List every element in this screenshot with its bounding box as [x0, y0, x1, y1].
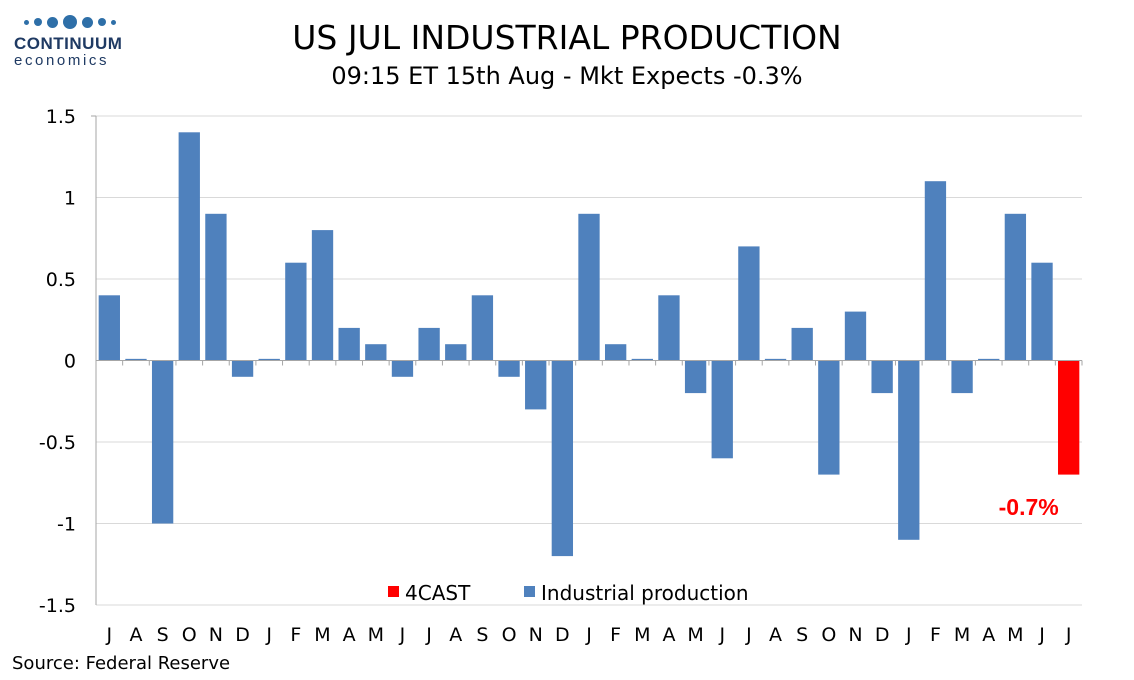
bar-industrial-production [924, 181, 947, 361]
bar-industrial-production [1004, 213, 1027, 361]
x-tick-label: J [1038, 624, 1045, 646]
y-tick-label: -1 [57, 514, 76, 536]
logo-name: CONTINUUM [14, 34, 123, 53]
bar-industrial-production [551, 360, 574, 557]
y-tick-label: -0.5 [39, 432, 76, 454]
x-tick-label: A [982, 624, 995, 646]
bar-industrial-production [285, 262, 307, 361]
bar-industrial-production [604, 344, 627, 361]
bar-industrial-production [844, 311, 867, 361]
bar-industrial-production [418, 327, 440, 361]
legend-swatch-industrial-production [524, 586, 535, 597]
bar-industrial-production [258, 358, 280, 361]
bar-industrial-production [205, 213, 227, 361]
x-tick-label: A [129, 624, 142, 646]
x-tick-label: J [399, 624, 406, 646]
x-tick-label: S [157, 624, 169, 646]
x-tick-label: A [662, 624, 675, 646]
bar-industrial-production [178, 132, 200, 361]
x-tick-label: N [529, 624, 543, 646]
x-tick-label: O [182, 624, 197, 646]
x-tick-label: D [555, 624, 570, 646]
y-tick-label: 1.5 [46, 106, 76, 128]
x-tick-label: M [634, 624, 650, 646]
x-tick-label: F [930, 624, 941, 646]
x-tick-label: J [1065, 624, 1072, 646]
tick-labels: 1.510.50-0.5-1-1.5J A S O N D J F M A M J J A S O N D J F M A… [39, 106, 1072, 646]
y-tick-label: -1.5 [39, 595, 76, 617]
legend-label-4cast: 4CAST [405, 581, 471, 605]
forecast-data-label: -0.7% [999, 494, 1059, 520]
x-tick-label: J [425, 624, 432, 646]
x-tick-label: J [745, 624, 752, 646]
logo-dots-icon [14, 14, 144, 30]
bar-industrial-production [684, 360, 707, 394]
bar-industrial-production [391, 360, 414, 377]
bar-industrial-production [525, 360, 547, 410]
bar-industrial-production [471, 295, 494, 361]
x-tick-label: O [502, 624, 517, 646]
x-tick-label: M [314, 624, 330, 646]
legend-label-industrial-production: Industrial production [541, 581, 749, 605]
x-tick-label: M [1007, 624, 1023, 646]
bar-industrial-production [445, 344, 467, 361]
bar-industrial-production [738, 246, 760, 361]
bar-industrial-production [764, 358, 787, 361]
x-tick-label: O [821, 624, 836, 646]
x-tick-label: F [290, 624, 301, 646]
y-tick-label: 0 [64, 351, 76, 373]
bar-industrial-production [151, 360, 174, 524]
x-tick-label: A [769, 624, 782, 646]
bar-4cast [1058, 360, 1080, 475]
axes [91, 115, 1083, 605]
y-tick-label: 0.5 [46, 269, 76, 291]
x-tick-label: S [476, 624, 488, 646]
bars [98, 132, 1080, 557]
x-tick-label: A [343, 624, 356, 646]
x-tick-label: S [796, 624, 808, 646]
bar-industrial-production [98, 295, 120, 361]
bar-industrial-production [818, 360, 840, 475]
bar-industrial-production [578, 213, 600, 361]
source-note: Source: Federal Reserve [12, 653, 231, 674]
legend: 4CAST Industrial production [388, 581, 749, 605]
chart-subtitle: 09:15 ET 15th Aug - Mkt Expects -0.3% [331, 62, 803, 90]
chart-title: US JUL INDUSTRIAL PRODUCTION [292, 18, 842, 57]
x-tick-label: N [848, 624, 862, 646]
bar-industrial-production [365, 344, 387, 361]
continuum-economics-logo: CONTINUUM economics [14, 14, 144, 78]
x-tick-label: J [585, 624, 592, 646]
bar-industrial-production [871, 360, 893, 394]
bar-industrial-production [498, 360, 520, 377]
x-tick-label: D [875, 624, 890, 646]
x-tick-label: F [610, 624, 621, 646]
bar-industrial-production [658, 295, 680, 361]
x-tick-label: J [718, 624, 725, 646]
bar-industrial-production [711, 360, 733, 459]
x-tick-label: M [687, 624, 703, 646]
legend-swatch-4cast [388, 586, 399, 597]
bar-industrial-production [231, 360, 254, 377]
x-tick-label: J [106, 624, 113, 646]
bar-industrial-production [978, 358, 1000, 361]
bar-industrial-production [1031, 262, 1053, 361]
bar-industrial-production [951, 360, 973, 394]
x-tick-label: J [265, 624, 272, 646]
bar-industrial-production [791, 327, 813, 361]
x-tick-label: D [235, 624, 250, 646]
bar-industrial-production [338, 327, 360, 361]
bar-industrial-production [898, 360, 920, 540]
x-tick-label: M [368, 624, 384, 646]
bar-industrial-production [125, 358, 147, 361]
bar-industrial-production [311, 230, 334, 361]
x-tick-label: A [449, 624, 462, 646]
x-tick-label: J [905, 624, 912, 646]
x-tick-label: N [209, 624, 223, 646]
y-tick-label: 1 [64, 188, 76, 210]
logo-subtitle: economics [14, 52, 110, 69]
bar-industrial-production [631, 358, 653, 361]
x-tick-label: M [954, 624, 970, 646]
